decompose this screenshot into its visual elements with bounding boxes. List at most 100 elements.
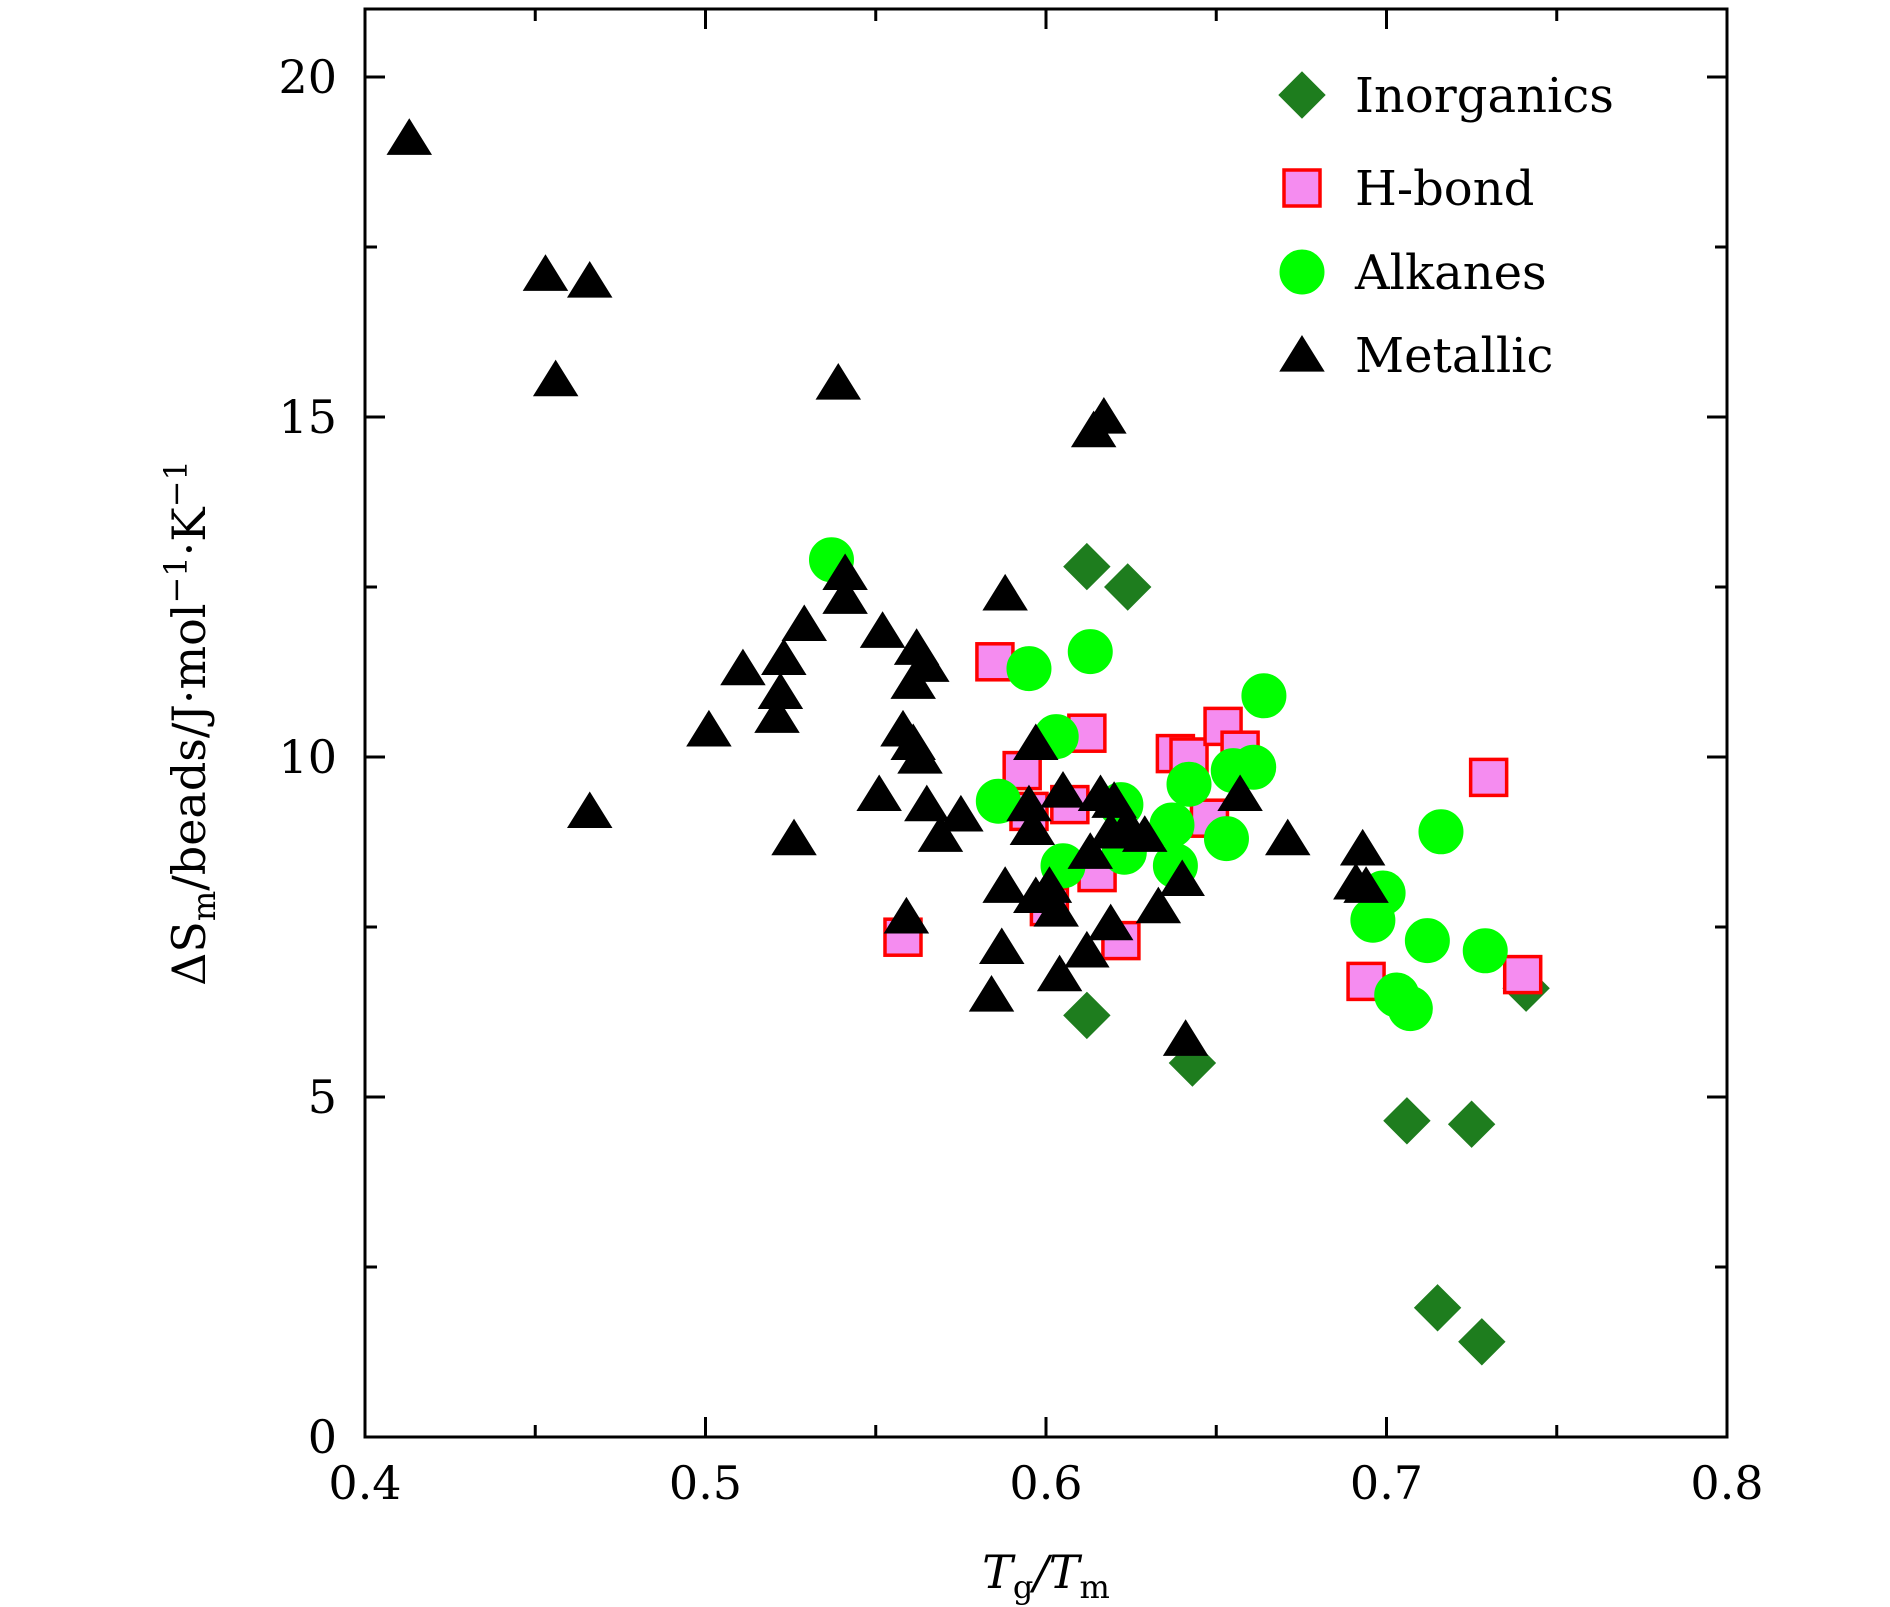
x-tick-label: 0.6 xyxy=(1009,1456,1082,1510)
data-point-inorganics xyxy=(1447,1100,1496,1148)
data-point-metallic xyxy=(1067,832,1114,869)
y-axis-label-main: ΔS xyxy=(162,921,216,986)
data-point-metallic xyxy=(566,261,613,298)
y-axis-label: ΔSm/beads/J·mol−1·K−1 xyxy=(157,460,223,986)
x-tick-label: 0.4 xyxy=(328,1456,401,1510)
data-marks xyxy=(386,118,1550,1366)
data-point-metallic xyxy=(938,794,984,832)
legend-marker-circle xyxy=(1279,249,1325,295)
data-point-metallic xyxy=(815,363,862,400)
legend-item-h-bond: H-bond xyxy=(1282,161,1534,217)
x-axis-label-sub2: m xyxy=(1080,1568,1110,1606)
data-point-h-bond xyxy=(1468,757,1509,798)
legend-label: H-bond xyxy=(1355,161,1534,217)
data-point-h-bond xyxy=(975,642,1015,682)
x-axis-label: Tg/Tm xyxy=(982,1545,1110,1606)
legend-marker-triangle xyxy=(1279,335,1325,372)
data-point-metallic xyxy=(968,975,1015,1012)
data-point-alkanes xyxy=(1241,673,1287,719)
y-tick-label: 0 xyxy=(308,1410,337,1464)
data-point-metallic xyxy=(883,896,930,934)
data-point-metallic xyxy=(917,815,964,852)
data-point-metallic xyxy=(1064,930,1110,968)
data-point-inorganics xyxy=(1458,1318,1506,1366)
legend-marker-diamond xyxy=(1278,71,1326,119)
data-point-metallic xyxy=(781,604,827,642)
data-point-metallic xyxy=(761,638,807,676)
legend-label: Alkanes xyxy=(1354,245,1547,301)
data-point-metallic xyxy=(822,577,868,614)
data-point-inorganics xyxy=(1063,991,1111,1040)
data-point-metallic xyxy=(1217,774,1263,812)
y-axis-label-rest1: /beads/J·mol xyxy=(162,604,216,891)
data-point-alkanes xyxy=(1231,744,1277,790)
data-point-alkanes xyxy=(1203,816,1249,862)
data-point-metallic xyxy=(720,648,766,686)
data-point-alkanes xyxy=(1006,646,1052,692)
x-axis-label-sep: /T xyxy=(1029,1545,1082,1599)
data-point-metallic xyxy=(978,927,1025,965)
series-metallic xyxy=(386,118,1389,1056)
legend-item-alkanes: Alkanes xyxy=(1279,245,1547,301)
y-tick-label: 10 xyxy=(278,730,337,784)
legend-marker-square xyxy=(1282,168,1322,208)
y-tick-label: 20 xyxy=(278,50,337,104)
data-point-metallic xyxy=(1081,397,1127,434)
y-axis-label-sup2: −1 xyxy=(157,460,195,507)
data-point-alkanes xyxy=(1404,918,1450,964)
data-point-metallic xyxy=(1339,828,1386,866)
axis-tick-labels: 0.4 0.5 0.6 0.7 0.8 0 5 10 15 20 xyxy=(278,50,1763,1510)
x-axis-label-sub1: g xyxy=(1013,1568,1033,1606)
y-axis-label-sup1: −1 xyxy=(157,556,195,603)
data-point-metallic xyxy=(1159,859,1205,897)
data-point-metallic xyxy=(1040,771,1086,808)
data-point-inorganics xyxy=(1063,542,1111,591)
x-axis-label-main: T xyxy=(982,1545,1016,1599)
data-point-metallic xyxy=(1013,723,1059,761)
legend-label: Metallic xyxy=(1355,328,1553,384)
x-tick-label: 0.7 xyxy=(1350,1456,1423,1510)
axis-ticks xyxy=(363,9,1729,1439)
data-point-metallic xyxy=(1121,815,1168,852)
data-point-metallic xyxy=(982,573,1028,611)
legend: Inorganics H-bond Alkanes Metallic xyxy=(1278,68,1614,384)
data-point-metallic xyxy=(1087,903,1134,941)
y-tick-label: 15 xyxy=(278,390,337,444)
data-point-metallic xyxy=(1087,811,1134,849)
y-tick-label: 5 xyxy=(308,1070,337,1124)
data-point-metallic xyxy=(1036,954,1083,992)
x-tick-label: 0.5 xyxy=(669,1456,742,1510)
data-point-metallic xyxy=(686,709,732,747)
data-point-metallic xyxy=(1162,1019,1209,1056)
y-axis-label-rest2: ·K xyxy=(162,506,216,557)
data-point-alkanes xyxy=(1166,761,1212,807)
data-point-metallic xyxy=(532,359,579,397)
data-point-metallic xyxy=(1009,808,1056,846)
legend-item-inorganics: Inorganics xyxy=(1278,68,1614,124)
data-point-metallic xyxy=(754,696,800,733)
data-point-metallic xyxy=(1033,890,1079,927)
data-point-metallic xyxy=(982,866,1028,903)
data-point-metallic xyxy=(1343,866,1389,903)
data-point-alkanes xyxy=(1387,986,1433,1032)
data-point-metallic xyxy=(904,784,950,822)
legend-label: Inorganics xyxy=(1355,68,1614,124)
data-point-metallic xyxy=(890,662,936,699)
data-point-inorganics xyxy=(1413,1284,1462,1332)
data-point-alkanes xyxy=(1462,928,1508,974)
data-point-metallic xyxy=(897,737,943,774)
data-point-metallic xyxy=(386,118,433,155)
data-point-alkanes xyxy=(1350,897,1396,943)
data-point-inorganics xyxy=(1383,1097,1431,1145)
data-point-metallic xyxy=(771,818,817,856)
data-point-metallic xyxy=(1265,818,1311,856)
data-point-metallic xyxy=(856,774,902,812)
y-axis-label-sub: m xyxy=(185,891,223,921)
data-point-inorganics xyxy=(1104,563,1152,611)
data-point-metallic xyxy=(859,611,906,648)
data-point-alkanes xyxy=(1418,809,1464,855)
data-point-metallic xyxy=(1135,886,1182,924)
legend-item-metallic: Metallic xyxy=(1279,328,1553,384)
data-point-metallic xyxy=(522,254,569,291)
